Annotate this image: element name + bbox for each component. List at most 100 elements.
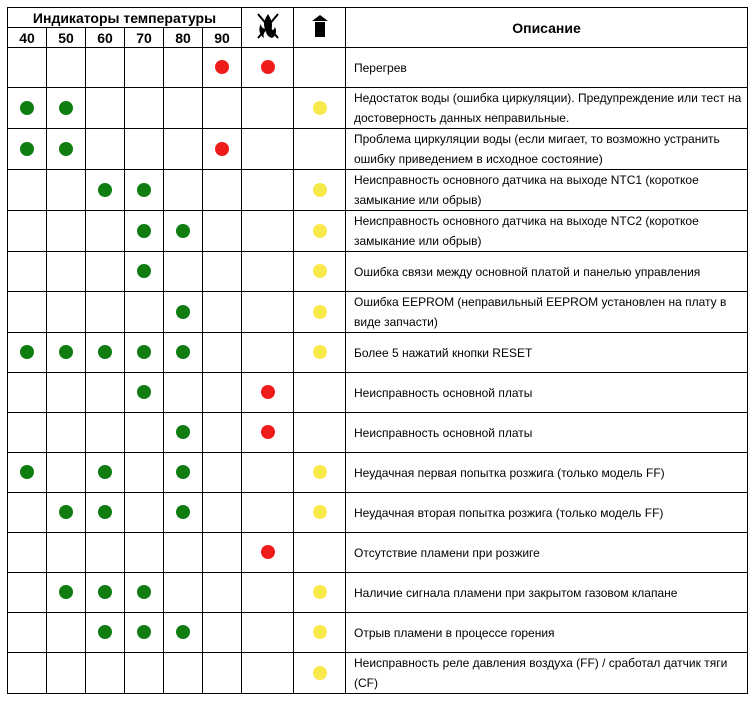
indicator-dot: [137, 264, 151, 279]
description-cell: Неудачная первая попытка розжига (только…: [345, 452, 748, 493]
temp-90-cell: [202, 128, 242, 170]
temp-90-cell: [202, 332, 242, 373]
temp-90-cell: [202, 47, 242, 88]
temp-90-cell: [202, 87, 242, 129]
temp-40-cell: [7, 169, 47, 211]
temp-40-cell: [7, 492, 47, 533]
temp-90-cell: [202, 291, 242, 333]
temp-60-cell: [85, 492, 125, 533]
temp-70-cell: [124, 87, 164, 129]
temp-90-cell: [202, 169, 242, 211]
description-cell: Отрыв пламени в процессе горения: [345, 612, 748, 653]
temp-70-cell: [124, 291, 164, 333]
temp-60-cell: [85, 87, 125, 129]
temp-40-cell: [7, 572, 47, 613]
temp-header-90: 90: [202, 27, 242, 48]
temp-40-cell: [7, 128, 47, 170]
flame-off-cell: [241, 332, 294, 373]
indicator-dot: [59, 585, 73, 600]
indicator-dot: [137, 585, 151, 600]
table-row: Отрыв пламени в процессе горения: [7, 612, 748, 653]
temp-40-cell: [7, 332, 47, 373]
indicator-dot: [215, 60, 229, 75]
table-row: Ошибка связи между основной платой и пан…: [7, 251, 748, 292]
description-cell: Недостаток воды (ошибка циркуляции). Пре…: [345, 87, 748, 129]
flame-off-cell: [241, 251, 294, 292]
flame-off-cell: [241, 412, 294, 453]
chimney-cell: [293, 169, 346, 211]
table-row: Ошибка EEPROM (неправильный EEPROM устан…: [7, 291, 748, 333]
chimney-cell: [293, 128, 346, 170]
flame-off-cell: [241, 169, 294, 211]
indicator-dot: [176, 505, 190, 520]
temp-50-cell: [46, 652, 86, 694]
description-cell: Ошибка EEPROM (неправильный EEPROM устан…: [345, 291, 748, 333]
indicator-dot: [59, 505, 73, 520]
description-cell: Перегрев: [345, 47, 748, 88]
description-cell: Ошибка связи между основной платой и пан…: [345, 251, 748, 292]
description-header: Описание: [345, 7, 748, 48]
chimney-cell: [293, 452, 346, 493]
temp-50-cell: [46, 332, 86, 373]
temp-80-cell: [163, 652, 203, 694]
temp-80-cell: [163, 291, 203, 333]
description-cell: Неисправность основной платы: [345, 372, 748, 413]
indicator-dot: [260, 425, 275, 440]
chimney-icon: [311, 15, 328, 37]
temp-80-cell: [163, 87, 203, 129]
table-row: Неудачная первая попытка розжига (только…: [7, 452, 748, 493]
indicator-dot: [312, 665, 327, 680]
temp-header-70: 70: [124, 27, 164, 48]
temp-header-40: 40: [7, 27, 47, 48]
indicator-dot: [137, 385, 151, 400]
table-row: Перегрев: [7, 47, 748, 88]
temp-50-cell: [46, 452, 86, 493]
chimney-cell: [293, 532, 346, 573]
temp-70-cell: [124, 452, 164, 493]
table-row: Неисправность основной платы: [7, 372, 748, 413]
flame-off-cell: [241, 47, 294, 88]
temp-70-cell: [124, 332, 164, 373]
chimney-cell: [293, 372, 346, 413]
temp-60-cell: [85, 372, 125, 413]
chimney-cell: [293, 412, 346, 453]
table-row: Проблема циркуляции воды (если мигает, т…: [7, 128, 748, 170]
temp-80-cell: [163, 492, 203, 533]
indicator-dot: [98, 182, 112, 197]
temp-40-cell: [7, 452, 47, 493]
temp-70-cell: [124, 652, 164, 694]
indicator-dot: [59, 141, 73, 156]
temp-40-cell: [7, 612, 47, 653]
temp-60-cell: [85, 452, 125, 493]
temp-80-cell: [163, 452, 203, 493]
description-cell: Отсутствие пламени при розжиге: [345, 532, 748, 573]
temp-50-cell: [46, 572, 86, 613]
temp-60-cell: [85, 572, 125, 613]
temp-90-cell: [202, 372, 242, 413]
error-code-table: Индикаторы температуры Описание 40 50 60 70…: [7, 7, 748, 694]
indicator-dot: [215, 141, 229, 156]
temp-header-60: 60: [85, 27, 125, 48]
flame-off-icon: [256, 13, 279, 39]
temp-40-cell: [7, 532, 47, 573]
temp-80-cell: [163, 169, 203, 211]
temp-70-cell: [124, 412, 164, 453]
temp-70-cell: [124, 210, 164, 252]
indicator-dot: [312, 304, 327, 319]
temp-80-cell: [163, 128, 203, 170]
indicator-dot: [312, 264, 327, 279]
temp-60-cell: [85, 612, 125, 653]
flame-off-cell: [241, 291, 294, 333]
indicator-dot: [98, 345, 112, 360]
chimney-cell: [293, 87, 346, 129]
temp-70-cell: [124, 47, 164, 88]
temp-50-cell: [46, 412, 86, 453]
temp-60-cell: [85, 169, 125, 211]
temp-50-cell: [46, 169, 86, 211]
indicator-dot: [98, 505, 112, 520]
temp-80-cell: [163, 251, 203, 292]
temp-70-cell: [124, 572, 164, 613]
flame-off-cell: [241, 572, 294, 613]
temp-50-cell: [46, 128, 86, 170]
temp-40-cell: [7, 87, 47, 129]
